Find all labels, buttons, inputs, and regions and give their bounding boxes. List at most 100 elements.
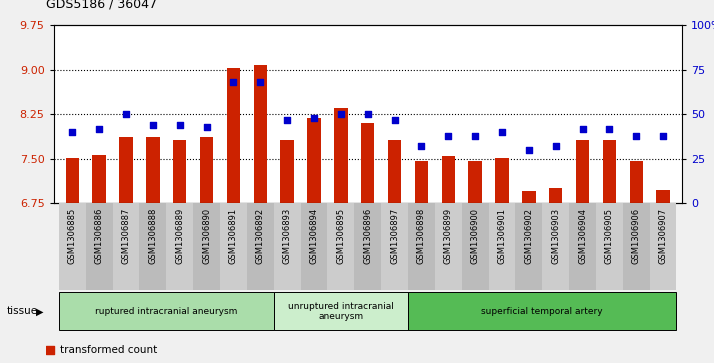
Text: GSM1306900: GSM1306900 xyxy=(471,208,480,264)
FancyBboxPatch shape xyxy=(488,203,516,290)
FancyBboxPatch shape xyxy=(435,203,462,290)
FancyBboxPatch shape xyxy=(408,203,435,290)
Point xyxy=(383,61,395,67)
Point xyxy=(523,147,535,153)
Text: GSM1306885: GSM1306885 xyxy=(68,208,77,264)
Point xyxy=(335,111,346,117)
Point xyxy=(255,79,266,85)
Point xyxy=(66,129,78,135)
FancyBboxPatch shape xyxy=(220,203,247,290)
Bar xyxy=(575,140,589,203)
FancyBboxPatch shape xyxy=(516,203,542,290)
FancyBboxPatch shape xyxy=(301,203,328,290)
Text: GSM1306888: GSM1306888 xyxy=(149,208,157,264)
Text: GSM1306899: GSM1306899 xyxy=(444,208,453,264)
FancyBboxPatch shape xyxy=(462,203,488,290)
Text: GSM1306892: GSM1306892 xyxy=(256,208,265,264)
FancyBboxPatch shape xyxy=(623,203,650,290)
Bar xyxy=(334,109,348,203)
FancyBboxPatch shape xyxy=(381,203,408,290)
Bar xyxy=(307,118,321,203)
Point xyxy=(469,133,481,139)
Text: GSM1306887: GSM1306887 xyxy=(121,208,131,264)
Bar xyxy=(630,160,643,203)
Point xyxy=(416,143,427,149)
Point xyxy=(281,117,293,123)
Point xyxy=(94,126,105,131)
Text: GDS5186 / 36047: GDS5186 / 36047 xyxy=(46,0,157,11)
FancyBboxPatch shape xyxy=(650,203,676,290)
Text: transformed count: transformed count xyxy=(60,345,158,355)
Text: GSM1306904: GSM1306904 xyxy=(578,208,587,264)
Bar xyxy=(496,158,508,203)
Point xyxy=(228,79,239,85)
Point xyxy=(630,133,642,139)
Text: GSM1306886: GSM1306886 xyxy=(95,208,104,264)
Text: GSM1306898: GSM1306898 xyxy=(417,208,426,264)
FancyBboxPatch shape xyxy=(166,203,193,290)
Bar xyxy=(281,140,294,203)
FancyBboxPatch shape xyxy=(328,203,354,290)
FancyBboxPatch shape xyxy=(273,203,301,290)
Text: GSM1306895: GSM1306895 xyxy=(336,208,346,264)
Point xyxy=(201,124,212,130)
Point xyxy=(362,111,373,117)
FancyBboxPatch shape xyxy=(542,203,569,290)
Bar xyxy=(468,160,482,203)
Bar xyxy=(656,189,670,203)
FancyBboxPatch shape xyxy=(408,293,676,330)
FancyBboxPatch shape xyxy=(139,203,166,290)
Text: unruptured intracranial
aneurysm: unruptured intracranial aneurysm xyxy=(288,302,394,321)
Bar xyxy=(173,140,186,203)
Bar xyxy=(441,156,455,203)
Text: GSM1306906: GSM1306906 xyxy=(632,208,640,264)
Text: ▶: ▶ xyxy=(36,306,44,316)
Text: GSM1306903: GSM1306903 xyxy=(551,208,560,264)
Point xyxy=(658,133,669,139)
FancyBboxPatch shape xyxy=(59,203,86,290)
Text: GSM1306889: GSM1306889 xyxy=(175,208,184,264)
Text: GSM1306897: GSM1306897 xyxy=(390,208,399,264)
Bar xyxy=(522,191,536,203)
Text: GSM1306893: GSM1306893 xyxy=(283,208,291,264)
Text: tissue: tissue xyxy=(7,306,39,316)
Bar xyxy=(361,123,374,203)
Text: GSM1306901: GSM1306901 xyxy=(498,208,506,264)
Text: GSM1306896: GSM1306896 xyxy=(363,208,372,264)
FancyBboxPatch shape xyxy=(193,203,220,290)
Point xyxy=(147,122,159,128)
Bar xyxy=(66,158,79,203)
Point xyxy=(603,126,615,131)
Bar xyxy=(415,160,428,203)
Text: GSM1306890: GSM1306890 xyxy=(202,208,211,264)
Text: GSM1306894: GSM1306894 xyxy=(309,208,318,264)
FancyBboxPatch shape xyxy=(596,203,623,290)
Point xyxy=(577,126,588,131)
FancyBboxPatch shape xyxy=(113,203,139,290)
Bar xyxy=(549,188,563,203)
Point xyxy=(443,133,454,139)
Point xyxy=(550,143,561,149)
FancyBboxPatch shape xyxy=(86,203,113,290)
Point xyxy=(383,279,395,285)
Bar xyxy=(388,140,401,203)
FancyBboxPatch shape xyxy=(354,203,381,290)
Text: superficial temporal artery: superficial temporal artery xyxy=(481,307,603,316)
Point xyxy=(389,117,401,123)
Bar xyxy=(146,137,160,203)
FancyBboxPatch shape xyxy=(569,203,596,290)
Bar xyxy=(93,155,106,203)
Point xyxy=(174,122,186,128)
Text: GSM1306905: GSM1306905 xyxy=(605,208,614,264)
Text: ruptured intracranial aneurysm: ruptured intracranial aneurysm xyxy=(95,307,238,316)
Point xyxy=(496,129,508,135)
Bar xyxy=(200,137,213,203)
Bar xyxy=(253,65,267,203)
FancyBboxPatch shape xyxy=(247,203,273,290)
FancyBboxPatch shape xyxy=(59,293,273,330)
Point xyxy=(121,111,132,117)
Text: GSM1306907: GSM1306907 xyxy=(658,208,668,264)
Point xyxy=(308,115,320,121)
Bar xyxy=(603,140,616,203)
FancyBboxPatch shape xyxy=(273,293,408,330)
